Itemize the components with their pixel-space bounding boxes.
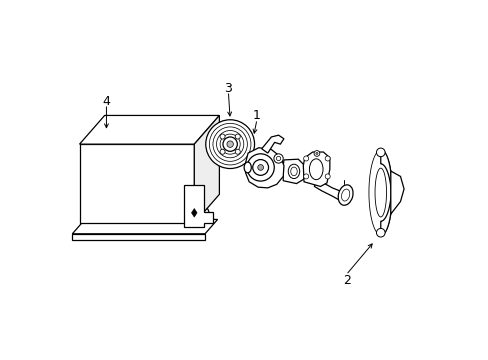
Circle shape bbox=[325, 174, 329, 179]
Text: 3: 3 bbox=[224, 82, 232, 95]
Ellipse shape bbox=[341, 189, 349, 201]
Polygon shape bbox=[283, 159, 304, 184]
Polygon shape bbox=[245, 148, 284, 188]
Polygon shape bbox=[194, 116, 219, 223]
Polygon shape bbox=[80, 144, 194, 223]
Ellipse shape bbox=[309, 159, 323, 180]
Polygon shape bbox=[72, 220, 217, 234]
Polygon shape bbox=[390, 171, 403, 214]
Polygon shape bbox=[191, 208, 197, 217]
Text: 4: 4 bbox=[102, 95, 110, 108]
Circle shape bbox=[376, 228, 384, 237]
Circle shape bbox=[273, 154, 283, 163]
Ellipse shape bbox=[338, 185, 352, 205]
Ellipse shape bbox=[244, 162, 251, 173]
Circle shape bbox=[223, 137, 237, 151]
Circle shape bbox=[315, 152, 317, 154]
Polygon shape bbox=[261, 135, 284, 153]
Polygon shape bbox=[380, 149, 391, 235]
Circle shape bbox=[313, 150, 319, 156]
Circle shape bbox=[235, 149, 240, 154]
Circle shape bbox=[376, 148, 384, 157]
Circle shape bbox=[220, 149, 224, 154]
Ellipse shape bbox=[290, 167, 297, 176]
Text: 2: 2 bbox=[342, 274, 350, 287]
Circle shape bbox=[220, 134, 224, 139]
Polygon shape bbox=[374, 168, 386, 217]
Circle shape bbox=[205, 120, 254, 168]
Polygon shape bbox=[303, 152, 329, 186]
Circle shape bbox=[303, 156, 308, 161]
Polygon shape bbox=[314, 179, 348, 202]
Text: 1: 1 bbox=[253, 109, 261, 122]
Polygon shape bbox=[72, 234, 204, 240]
Circle shape bbox=[325, 156, 329, 161]
Circle shape bbox=[276, 156, 280, 161]
Circle shape bbox=[252, 159, 268, 175]
Ellipse shape bbox=[287, 164, 299, 179]
Circle shape bbox=[246, 154, 274, 181]
Circle shape bbox=[257, 165, 263, 170]
Circle shape bbox=[235, 134, 240, 139]
Circle shape bbox=[303, 174, 308, 179]
Polygon shape bbox=[184, 185, 213, 227]
Polygon shape bbox=[80, 116, 219, 144]
Circle shape bbox=[226, 141, 233, 147]
